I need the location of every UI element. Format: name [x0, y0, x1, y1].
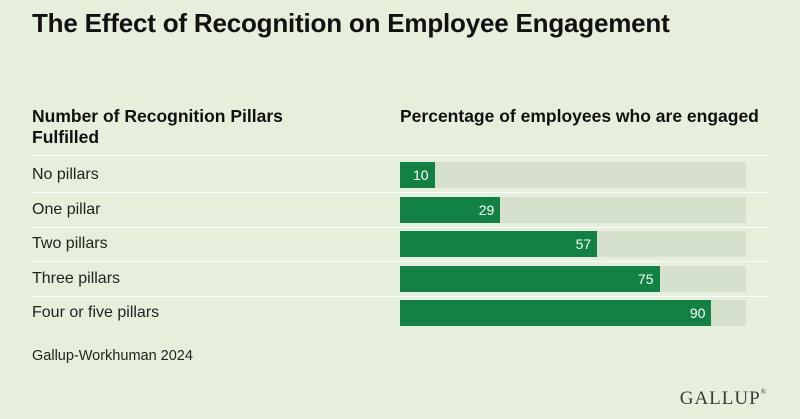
bar-value-label: 29 — [479, 197, 495, 223]
header-divider — [32, 155, 768, 156]
bar-value-label: 75 — [638, 266, 654, 292]
row-divider — [32, 261, 768, 262]
bar: 90 — [400, 300, 711, 326]
bar-value-label: 10 — [413, 162, 429, 188]
bar-value-label: 90 — [690, 300, 706, 326]
category-label: Three pillars — [32, 269, 120, 289]
category-column-header: Number of Recognition Pillars Fulfilled — [32, 106, 352, 148]
row-divider — [32, 192, 768, 193]
value-column-header: Percentage of employees who are engaged — [400, 106, 760, 127]
category-label: Four or five pillars — [32, 303, 159, 323]
bar: 10 — [400, 162, 435, 188]
bar-track: 90 — [400, 300, 746, 326]
gallup-logo: GALLUP® — [680, 388, 766, 410]
category-label: Two pillars — [32, 234, 108, 254]
row-divider — [32, 227, 768, 228]
chart-card: The Effect of Recognition on Employee En… — [0, 0, 800, 419]
bar: 29 — [400, 197, 500, 223]
bar-track: 29 — [400, 197, 746, 223]
row-divider — [32, 296, 768, 297]
bar-track: 10 — [400, 162, 746, 188]
bar-track: 75 — [400, 266, 746, 292]
category-label: One pillar — [32, 200, 100, 220]
bar-track: 57 — [400, 231, 746, 257]
bar: 75 — [400, 266, 660, 292]
category-label: No pillars — [32, 165, 99, 185]
source-note: Gallup-Workhuman 2024 — [32, 348, 193, 364]
bar: 57 — [400, 231, 597, 257]
bar-value-label: 57 — [576, 231, 592, 257]
chart-title: The Effect of Recognition on Employee En… — [32, 6, 670, 40]
